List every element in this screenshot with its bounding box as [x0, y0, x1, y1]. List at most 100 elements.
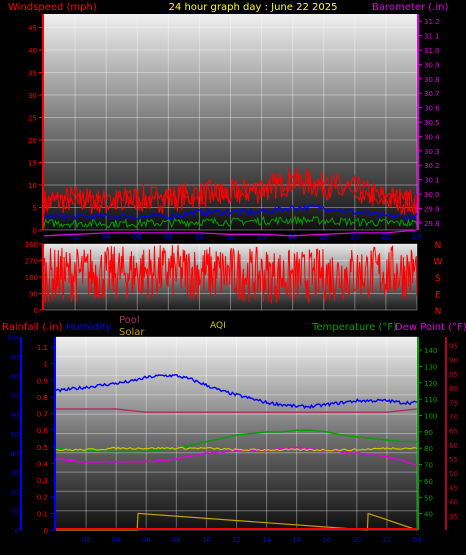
barometer-tick-label: 31.2	[424, 18, 440, 26]
dewpoint-tick-label: 95	[449, 343, 458, 351]
direction-tick-label: 90	[29, 291, 38, 299]
wind-time-tick-label: 14	[257, 233, 266, 241]
rainfall-tick-label: 0.6	[37, 427, 49, 435]
barometer-line	[43, 229, 418, 237]
rainfall-tick-label: 0.9	[37, 377, 48, 385]
rainfall-axis: 0 0.1 0.2 0.3 0.4 0.5 0.6 0.7 0.8 0.9 1 1.1	[37, 337, 56, 535]
dewpoint-tick-label: 55	[449, 456, 458, 464]
wind-time-tick-label: 04	[102, 233, 111, 241]
windspeed-tick-label: 35	[28, 70, 37, 78]
rainfall-tick-label: 0.5	[37, 444, 48, 452]
barometer-tick-label: 29.9	[424, 205, 440, 213]
barometer-tick-label: 30.3	[424, 148, 440, 156]
temperature-tick-label: 110	[424, 396, 437, 404]
dewpoint-tick-label: 75	[449, 399, 458, 407]
rainfall-tick-label: 1	[44, 361, 48, 369]
dewpoint-tick-label: 50	[449, 470, 458, 478]
direction-tick-label: 360	[25, 241, 38, 249]
barometer-axis-title: Barometer (.in)	[372, 2, 448, 13]
temperature-line	[55, 429, 417, 453]
humidity-tick-label: 30	[11, 469, 19, 477]
windspeed-tick-label: 20	[28, 137, 37, 145]
temperature-axis-title: Temperature (°F)	[311, 322, 397, 333]
rainfall-tick-label: 0.8	[37, 394, 48, 402]
wind-series	[43, 166, 418, 237]
direction-tick-label: 180	[25, 274, 38, 282]
dewpoint-tick-label: 60	[449, 442, 458, 450]
chart-title: 24 hour graph day : June 22 2025	[169, 2, 338, 13]
windspeed-tick-label: 45	[28, 25, 37, 33]
dewpoint-tick-label: 90	[449, 357, 458, 365]
dewpoint-tick-label: 45	[449, 484, 458, 492]
dewpoint-tick-label: 70	[449, 413, 458, 421]
climate-time-tick-label: 02	[82, 536, 91, 544]
humidity-line	[55, 373, 418, 410]
barometer-tick-label: 30.7	[424, 90, 440, 98]
windspeed-tick-label: 5	[33, 205, 37, 213]
wind-time-tick-label: 02	[71, 233, 80, 241]
dewpoint-tick-label: 85	[449, 371, 458, 379]
temperature-tick-label: 60	[424, 478, 433, 486]
humidity-tick-label: 80	[11, 373, 19, 381]
humidity-tick-label: 90	[11, 353, 19, 361]
barometer-tick-label: 30.0	[424, 191, 440, 199]
climate-time-tick-label: 22	[382, 536, 391, 544]
barometer-tick-label: 30.8	[424, 76, 440, 84]
aqi-line	[55, 446, 418, 452]
temperature-tick-label: 90	[424, 429, 433, 437]
humidity-tick-label: 0	[15, 527, 19, 535]
aqi-legend-label: AQI	[210, 321, 226, 331]
dewpoint-axis: 35 40 45 50 55 60 65 70 75 80 85 90 95	[445, 337, 458, 530]
dewpoint-tick-label: 65	[449, 428, 458, 436]
temperature-tick-label: 130	[424, 363, 437, 371]
wind-barometer-panel: 0 5 10 15 20 25 30 35 40 45 29.8 29.9 30.0 30.1 30.2 3…	[28, 14, 440, 241]
temperature-tick-label: 120	[424, 380, 437, 388]
barometer-tick-label: 31.0	[424, 47, 440, 55]
rainfall-tick-label: 0	[44, 527, 48, 535]
humidity-tick-label: 70	[11, 392, 19, 400]
dewpoint-line	[55, 446, 418, 467]
wind-low-line	[43, 215, 418, 229]
climate-time-tick-label: 12	[232, 536, 241, 544]
rainfall-tick-label: 0.2	[37, 494, 48, 502]
climate-time-tick-label: 18	[322, 536, 331, 544]
wind-time-tick-label: 10	[195, 233, 204, 241]
direction-degree-axis: 0 90 180 270 360	[25, 241, 44, 315]
wind-average-line	[43, 203, 418, 221]
wind-time-axis: 02 04 06 08 10 12 14 16 18 20 22 00	[71, 233, 422, 241]
wind-time-tick-label: 06	[133, 233, 142, 241]
windspeed-tick-label: 15	[28, 160, 37, 168]
pool-legend-label: Pool	[119, 315, 140, 326]
compass-label: N	[435, 307, 442, 317]
climate-time-tick-label: 10	[202, 536, 211, 544]
barometer-axis: 29.8 29.9 30.0 30.1 30.2 30.3 30.4 30.5 30.6 30.7…	[417, 14, 440, 230]
windspeed-axis: 0 5 10 15 20 25 30 35 40 45	[28, 14, 44, 235]
dewpoint-axis-title: Dew Point (°F)	[395, 322, 466, 333]
barometer-tick-label: 30.9	[424, 61, 440, 69]
rainfall-axis-title: Rainfall (.in)	[2, 322, 63, 333]
dewpoint-tick-label: 40	[449, 499, 458, 507]
windspeed-tick-label: 40	[28, 47, 37, 55]
climate-time-tick-label: 06	[142, 536, 151, 544]
humidity-tick-label: 50	[11, 431, 19, 439]
humidity-axis-title: Humidity	[66, 322, 111, 333]
wind-time-tick-label: 12	[226, 233, 235, 241]
wind-time-tick-label: 08	[164, 233, 173, 241]
barometer-tick-label: 30.4	[424, 133, 440, 141]
wind-direction-line	[43, 244, 418, 304]
wind-time-tick-label: 16	[288, 233, 297, 241]
climate-time-tick-label: 00	[413, 536, 422, 544]
compass-label: W	[434, 258, 443, 268]
compass-label: E	[435, 291, 441, 301]
rainfall-tick-label: 0.4	[37, 460, 49, 468]
climate-time-tick-label: 16	[292, 536, 301, 544]
temperature-tick-label: 80	[424, 445, 433, 453]
direction-tick-label: 0	[34, 307, 38, 315]
temperature-tick-label: 100	[424, 413, 437, 421]
dewpoint-tick-label: 35	[449, 513, 458, 521]
direction-tick-label: 270	[25, 258, 38, 266]
wind-time-tick-label: 20	[350, 233, 359, 241]
